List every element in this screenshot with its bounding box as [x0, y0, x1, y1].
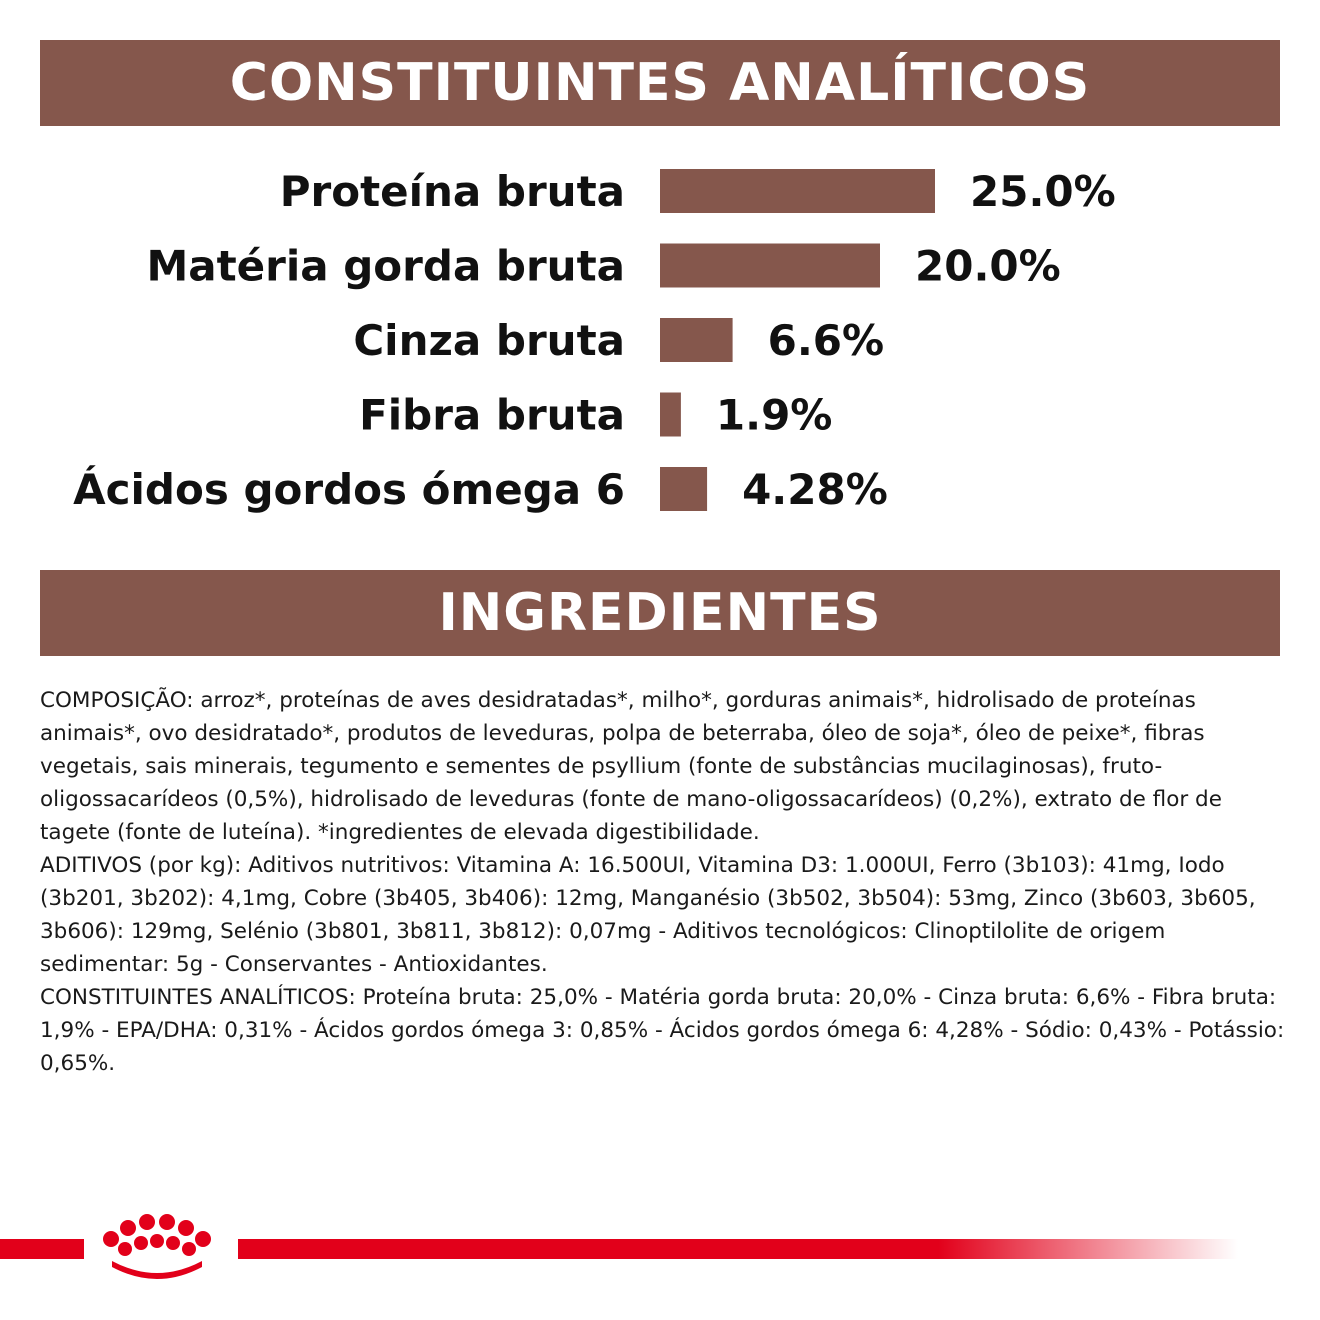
value-label: 20.0%: [915, 242, 1061, 291]
analytic-constituents-banner: CONSTITUINTES ANALÍTICOS: [40, 40, 1280, 126]
value-label: 4.28%: [742, 465, 888, 514]
analytic-constituents-chart: Proteína bruta 25.0% Matéria gorda bruta 20…: [73, 167, 1116, 514]
brand-footer: [0, 1205, 1320, 1285]
brand-line-left: [0, 1239, 84, 1259]
bar: [660, 392, 681, 437]
analytic-constituents-paragraph: CONSTITUINTES ANALÍTICOS: Proteína bruta…: [40, 985, 1285, 1076]
value-label: 1.9%: [716, 391, 832, 440]
royal-canin-crown-icon: [103, 1214, 211, 1279]
bar: [660, 243, 880, 288]
ingredients-banner: INGREDIENTES: [40, 570, 1280, 656]
brand-line-right: [238, 1239, 1238, 1259]
category-label: Matéria gorda bruta: [146, 242, 625, 291]
value-label: 6.6%: [768, 316, 884, 365]
ingredients-title: INGREDIENTES: [438, 583, 882, 643]
category-label: Cinza bruta: [353, 316, 625, 365]
bar: [660, 318, 733, 362]
category-label: Ácidos gordos ómega 6: [73, 464, 625, 514]
category-label: Fibra bruta: [359, 391, 625, 440]
ingredients-text: COMPOSIÇÃO: arroz*, proteínas de aves de…: [40, 684, 1285, 1080]
value-label: 25.0%: [970, 167, 1116, 216]
bar: [660, 467, 708, 511]
composition-paragraph: COMPOSIÇÃO: arroz*, proteínas de aves de…: [40, 688, 1222, 845]
additives-paragraph: ADITIVOS (por kg): Aditivos nutritivos: …: [40, 853, 1256, 977]
analytic-constituents-title: CONSTITUINTES ANALÍTICOS: [229, 53, 1091, 113]
bar: [660, 169, 935, 213]
category-label: Proteína bruta: [280, 167, 625, 216]
